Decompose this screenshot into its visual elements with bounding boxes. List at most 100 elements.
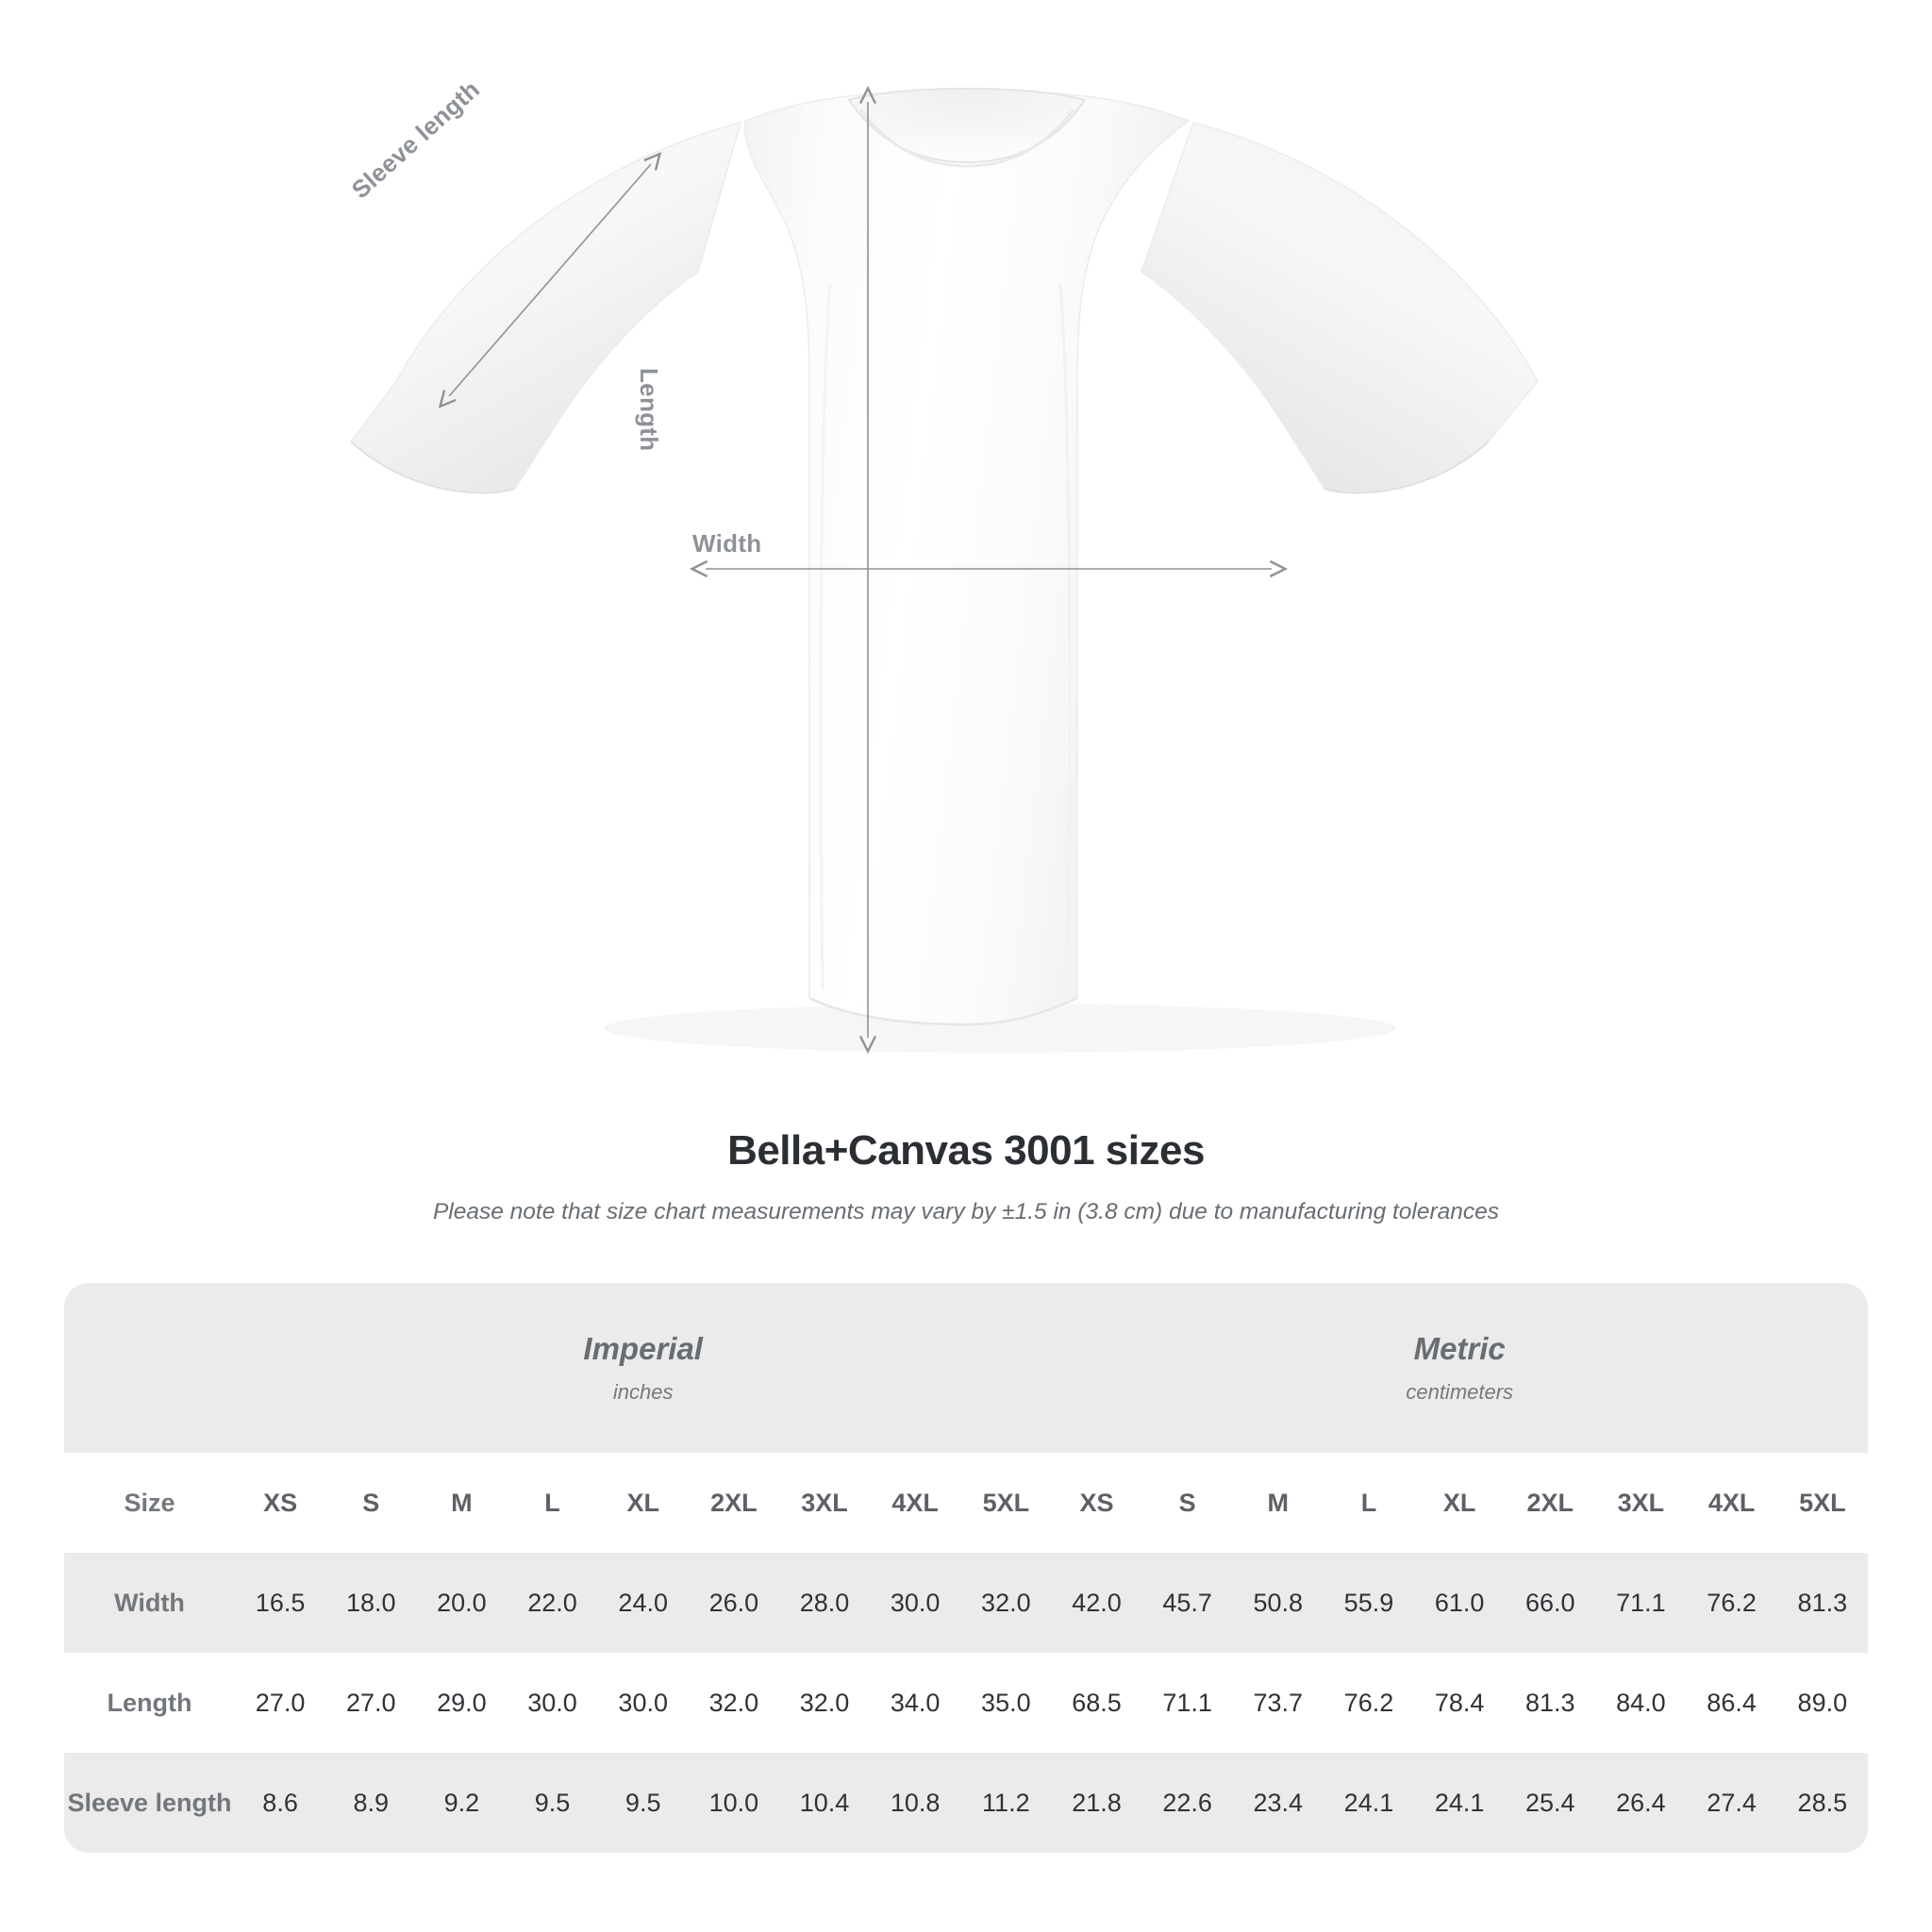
measurement-cell: 73.7 [1232,1653,1324,1753]
right-sleeve [1141,122,1539,493]
measurement-cell: 81.3 [1505,1653,1596,1753]
size-column-header: 4XL [870,1453,961,1553]
size-column-header: 2XL [1505,1453,1596,1553]
measurement-cell: 9.5 [507,1753,598,1853]
size-column-header: XL [1414,1453,1506,1553]
measurement-cell: 22.6 [1141,1753,1233,1853]
measurement-cell: 61.0 [1414,1553,1506,1653]
tolerance-note: Please note that size chart measurements… [432,1199,1500,1224]
measurement-cell: 16.5 [235,1553,326,1653]
left-sleeve-hem [350,441,516,494]
size-column-header: XS [1051,1453,1142,1553]
measurement-cell: 24.0 [597,1553,689,1653]
measurement-cell: 11.2 [960,1753,1052,1853]
measurement-cell: 55.9 [1323,1553,1415,1653]
measurement-cell: 21.8 [1051,1753,1142,1853]
measurement-cell: 27.0 [325,1653,417,1753]
size-column-header: S [325,1453,417,1553]
measurement-cell: 86.4 [1686,1653,1777,1753]
unit-group-name: Imperial [583,1331,703,1366]
measurement-cell: 28.0 [778,1553,871,1653]
unit-group-metric: Metric centimeters [1051,1283,1868,1453]
tshirt-front-illustration [349,85,1539,1055]
measurement-cell: 18.0 [325,1553,417,1653]
size-column-header: 5XL [960,1453,1052,1553]
left-sleeve [349,121,742,493]
table-row: Sleeve length 8.6 8.9 9.2 9.5 9.5 10.0 10.4 10.8… [64,1753,1868,1853]
measurement-cell: 24.1 [1323,1753,1415,1853]
unit-group-measure: centimeters [1406,1380,1514,1404]
collar-inner-edge [858,108,1075,168]
table-row: Length 27.0 27.0 29.0 30.0 30.0 32.0 32.0 34.0 35… [64,1653,1868,1753]
measurement-cell: 76.2 [1686,1553,1777,1653]
measurement-cell: 71.1 [1141,1653,1233,1753]
size-column-header: 3XL [1595,1453,1687,1553]
measurement-cell: 42.0 [1051,1553,1142,1653]
measurement-cell: 32.0 [960,1553,1052,1653]
unit-header-row: Imperial inches Metric centimeters [64,1283,1868,1453]
bottom-hem [808,996,1078,1026]
measurement-cell: 26.0 [688,1553,779,1653]
size-column-header: XS [235,1453,326,1553]
measurement-cell: 27.4 [1686,1753,1777,1853]
measurement-cell: 76.2 [1323,1653,1415,1753]
size-header-row: Size XS S M L XL 2XL 3XL 4XL 5XL XS S M L XL 2XL 3XL 4XL 5… [64,1453,1868,1553]
measurement-cell: 30.0 [507,1653,598,1753]
measurement-cell: 9.5 [597,1753,689,1853]
measurement-cell: 32.0 [778,1653,871,1753]
measurement-cell: 8.6 [235,1753,326,1853]
size-column-header: 3XL [778,1453,871,1553]
size-column-header: L [1323,1453,1415,1553]
measurement-cell: 71.1 [1595,1553,1687,1653]
shirt-body [743,90,1191,1025]
right-sleeve-hem [1324,441,1490,494]
measurement-cell: 50.8 [1232,1553,1324,1653]
heading-block: Bella+Canvas 3001 sizes Please note that… [0,1127,1932,1225]
size-column-header: 5XL [1776,1453,1868,1553]
unit-header-spacer [64,1283,235,1453]
width-label: Width [692,529,762,558]
measurement-cell: 30.0 [597,1653,689,1753]
measurement-cell: 32.0 [688,1653,779,1753]
size-column-header: XL [597,1453,689,1553]
size-column-header: 2XL [688,1453,779,1553]
row-header-width: Width [64,1553,235,1653]
measurement-cell: 25.4 [1505,1753,1596,1853]
garment-diagram: Sleeve length Length Width [345,75,1539,1055]
measurement-cell: 45.7 [1141,1553,1233,1653]
measurement-cell: 68.5 [1051,1653,1142,1753]
unit-group-imperial: Imperial inches [235,1283,1052,1453]
measurement-cell: 10.8 [870,1753,961,1853]
measurement-cell: 84.0 [1595,1653,1687,1753]
sleeve-length-dimension-arrow [438,152,662,408]
size-column-header: M [1232,1453,1324,1553]
size-table: Imperial inches Metric centimeters Size XS S M L… [64,1283,1868,1853]
table-row: Width 16.5 18.0 20.0 22.0 24.0 26.0 28.0 30.0 32.… [64,1553,1868,1653]
size-table-container: Imperial inches Metric centimeters Size XS S M L… [64,1283,1868,1853]
row-header-size: Size [64,1453,235,1553]
measurement-cell: 29.0 [416,1653,508,1753]
unit-group-measure: inches [612,1380,674,1404]
measurement-cell: 78.4 [1414,1653,1506,1753]
page-title: Bella+Canvas 3001 sizes [727,1127,1205,1174]
measurement-cell: 22.0 [507,1553,598,1653]
measurement-cell: 9.2 [416,1753,508,1853]
measurement-cell: 35.0 [960,1653,1052,1753]
measurement-cell: 26.4 [1595,1753,1687,1853]
measurement-cell: 23.4 [1232,1753,1324,1853]
row-header-length: Length [64,1653,235,1753]
measurement-cell: 34.0 [870,1653,961,1753]
measurement-cell: 30.0 [870,1553,961,1653]
length-label: Length [635,368,663,452]
unit-group-name: Metric [1413,1331,1506,1366]
measurement-cell: 8.9 [325,1753,417,1853]
size-column-header: 4XL [1686,1453,1777,1553]
measurement-cell: 27.0 [235,1653,326,1753]
measurement-cell: 89.0 [1776,1653,1868,1753]
measurement-cell: 10.4 [778,1753,871,1853]
measurement-cell: 66.0 [1505,1553,1596,1653]
size-column-header: L [507,1453,598,1553]
size-column-header: S [1141,1453,1233,1553]
size-column-header: M [416,1453,508,1553]
